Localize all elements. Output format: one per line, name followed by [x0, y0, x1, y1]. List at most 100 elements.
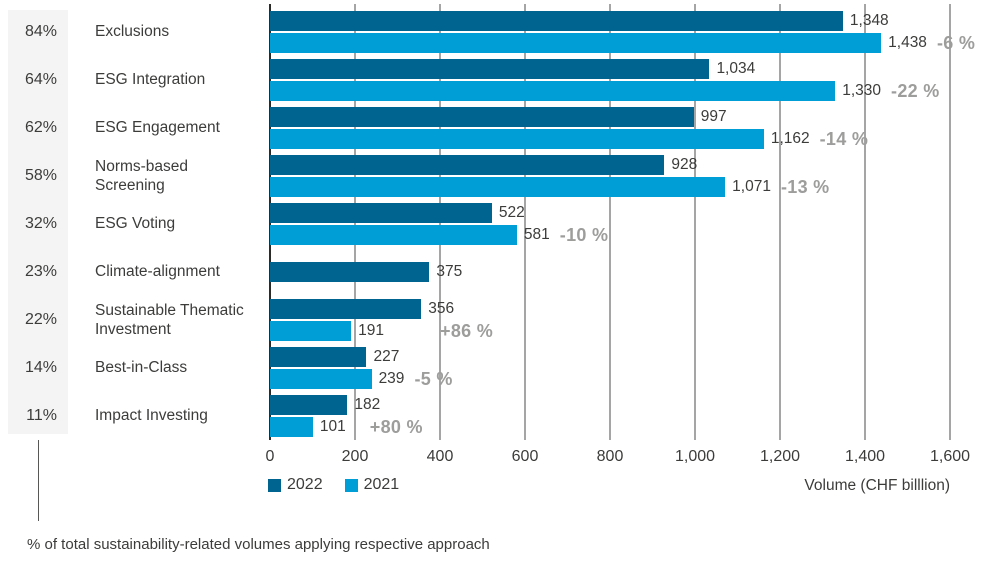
value-label-2022: 375 [436, 263, 463, 280]
bar-line-2021: 1,071 -13 % [270, 177, 982, 197]
gridline [864, 4, 866, 440]
category-percent: 64% [24, 71, 57, 88]
category-label: ESG Integration [95, 71, 206, 89]
legend-swatch [268, 478, 281, 492]
chart-row: 22% Sustainable Thematic Investment 356 … [0, 296, 982, 344]
legend-label: 2021 [363, 476, 400, 493]
x-tick-label: 600 [511, 448, 539, 465]
value-label-2022: 522 [498, 204, 525, 221]
bar-group: 522 581 -10 % [270, 200, 982, 248]
bar-2022 [270, 203, 492, 223]
change-percent-label: -5 % [414, 368, 453, 389]
bar-group: 1,348 1,438 -6 % [270, 8, 982, 56]
x-tick-label: 200 [341, 448, 369, 465]
value-label-2022: 227 [373, 348, 400, 365]
bar-2022 [270, 347, 367, 367]
value-label-2022: 182 [354, 396, 381, 413]
legend-label: 2022 [287, 476, 323, 493]
category-percent: 58% [24, 167, 57, 184]
category-percent: 62% [24, 119, 57, 136]
change-percent-label: -22 % [891, 80, 940, 101]
bar-line-2022: 182 [270, 395, 982, 415]
chart-row: 62% ESG Engagement 997 1,162 -14 % [0, 104, 982, 152]
footnote: % of total sustainability-related volume… [27, 536, 490, 553]
category-label: ESG Engagement [95, 119, 220, 137]
category-percent: 11% [26, 407, 57, 424]
bar-2022 [270, 155, 665, 175]
bar-line-2022: 375 [270, 262, 982, 282]
bar-2021 [270, 225, 517, 245]
bar-line-2021: 101 +80 % [270, 417, 982, 437]
category-percent: 14% [24, 359, 57, 376]
bar-group: 1,034 1,330 -22 % [270, 56, 982, 104]
gridline [609, 4, 611, 440]
category-label: Exclusions [95, 23, 170, 41]
bar-line-2021: 239 -5 % [270, 369, 982, 389]
category-label: Norms-based Screening [95, 157, 189, 194]
bar-line-2021: 191 +86 % [270, 321, 982, 341]
x-tick-label: 1,400 [844, 448, 886, 465]
x-tick-label: 1,200 [759, 448, 801, 465]
change-percent-label: -13 % [780, 176, 830, 197]
legend-swatch [344, 478, 358, 492]
chart-row: 84% Exclusions 1,348 1,438 -6 % [0, 8, 982, 56]
bar-line-2022: 928 [270, 155, 982, 175]
bar-2021 [270, 369, 372, 389]
chart-row: 32% ESG Voting 522 581 -10 % [0, 200, 982, 248]
bar-2022 [270, 262, 430, 282]
bar-line-2022: 1,348 [270, 11, 982, 31]
chart-row: 64% ESG Integration 1,034 1,330 -22 % [0, 56, 982, 104]
change-percent-label: +86 % [440, 320, 494, 341]
bar-line-2022: 997 [270, 107, 982, 127]
x-tick-label: 400 [426, 448, 454, 465]
value-label-2022: 1,034 [716, 60, 756, 77]
bar-group: 375 [270, 248, 982, 296]
category-label: Impact Investing [95, 407, 208, 425]
x-tick-label: 1,600 [929, 448, 971, 465]
category-label: Sustainable Thematic Investment [95, 301, 244, 338]
value-label-2021: 239 [378, 370, 405, 387]
category-label: Climate-alignment [95, 263, 220, 281]
bar-2022 [270, 299, 422, 319]
chart-row: 58% Norms-based Screening 928 1,071 -13 … [0, 152, 982, 200]
chart-row: 11% Impact Investing 182 101 +80 % [0, 392, 982, 440]
change-percent-label: -10 % [559, 224, 609, 245]
value-label-2021: 1,438 [888, 34, 927, 51]
legend-item-2022: 2022 [268, 476, 323, 494]
bar-line-2022: 1,034 [270, 59, 982, 79]
bar-group: 182 101 +80 % [270, 392, 982, 440]
bar-2021 [270, 417, 313, 437]
x-tick-label: 0 [265, 448, 275, 465]
value-label-2021: 1,330 [842, 82, 882, 99]
category-percent: 23% [24, 263, 57, 280]
value-label-2021: 581 [523, 226, 550, 243]
bar-2021 [270, 177, 726, 197]
x-tick-label: 800 [596, 448, 624, 465]
bar-line-2021: 1,330 -22 % [270, 81, 982, 101]
category-label: ESG Voting [95, 215, 176, 233]
legend-item-2021: 2021 [344, 476, 400, 494]
bar-2021 [270, 129, 764, 149]
category-percent: 22% [24, 311, 57, 328]
value-label-2022: 997 [700, 108, 727, 125]
bar-group: 227 239 -5 % [270, 344, 982, 392]
percent-column-background [8, 10, 68, 434]
change-percent-label: -6 % [936, 32, 976, 53]
value-label-2022: 356 [428, 300, 455, 317]
gridline [949, 4, 951, 440]
value-label-2021: 101 [319, 418, 346, 435]
bar-2021 [270, 81, 836, 101]
value-label-2021: 1,071 [732, 178, 771, 195]
footnote-leader-line [38, 440, 39, 521]
change-percent-label: -14 % [819, 128, 869, 149]
value-label-2021: 191 [358, 322, 385, 339]
bar-group: 356 191 +86 % [270, 296, 982, 344]
bar-group: 997 1,162 -14 % [270, 104, 982, 152]
bar-2022 [270, 59, 710, 79]
bar-line-2022: 522 [270, 203, 982, 223]
change-percent-label: +80 % [369, 416, 423, 437]
x-axis-tick-labels: 0 200 400 600 800 1,000 1,200 1,400 1,600 [266, 448, 970, 468]
bar-2022 [270, 11, 843, 31]
value-label-2022: 928 [671, 156, 698, 173]
